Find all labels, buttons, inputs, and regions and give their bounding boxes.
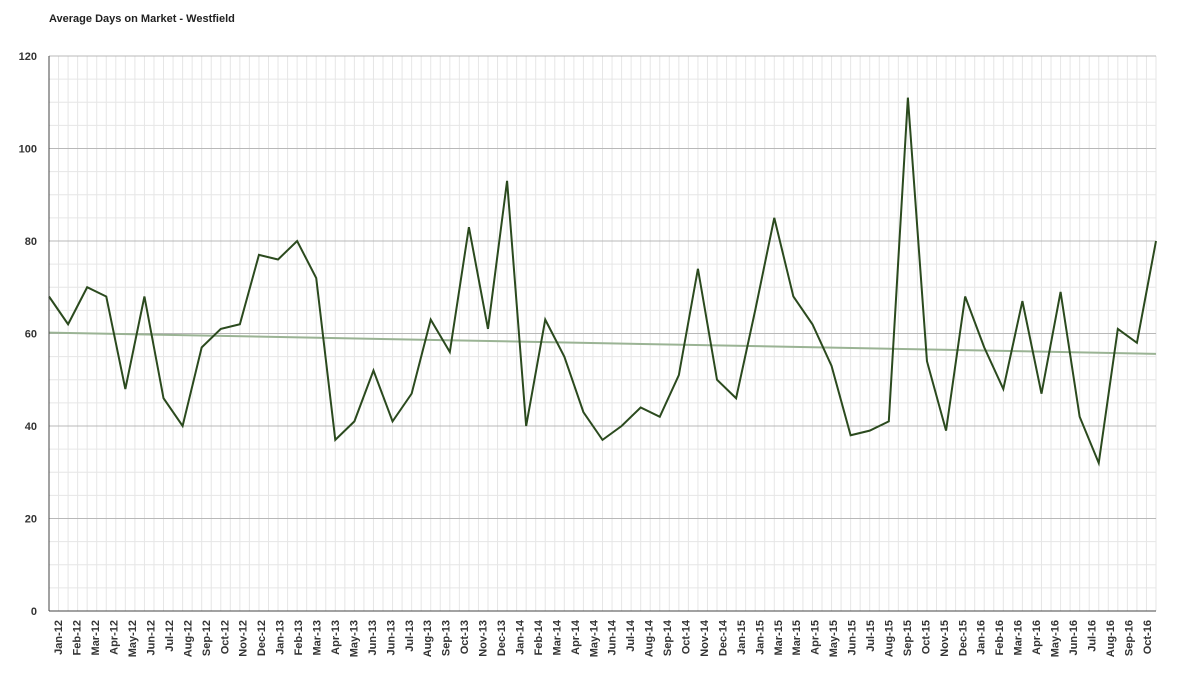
y-tick-label: 40	[25, 421, 37, 433]
x-tick-label: Dec-13	[496, 620, 508, 656]
y-tick-label: 80	[25, 236, 37, 248]
x-tick-label: Jan-12	[53, 620, 65, 655]
trendline-line	[48, 331, 1157, 355]
x-tick-label: Mar-15	[773, 620, 785, 655]
x-tick-label: Nov-15	[939, 620, 951, 657]
x-tick-label: Feb-12	[72, 620, 84, 655]
x-tick-label: Aug-16	[1105, 620, 1117, 657]
x-tick-label: Aug-14	[644, 619, 656, 657]
x-tick-label: Apr-15	[810, 620, 822, 655]
x-tick-label: Jan-16	[976, 620, 988, 655]
x-tick-label: Oct-15	[920, 620, 932, 654]
y-tick-label: 0	[31, 606, 37, 618]
trendline	[48, 331, 1157, 355]
x-tick-label: Mar-15	[791, 620, 803, 655]
x-tick-label: Sep-13	[441, 620, 453, 656]
x-tick-label: Jun-12	[145, 620, 157, 655]
x-tick-label: Sep-14	[662, 619, 674, 656]
axes	[48, 56, 1156, 612]
x-tick-label: Oct-14	[681, 619, 693, 654]
y-tick-label: 120	[19, 51, 37, 63]
series-lines	[48, 97, 1157, 467]
x-tick-label: Jan-13	[275, 620, 287, 655]
x-tick-label: Jun-14	[607, 619, 619, 655]
x-tick-label: May-16	[1050, 620, 1062, 657]
x-tick-label: Jul-13	[404, 620, 416, 652]
x-tick-label: Jan-14	[514, 619, 526, 655]
x-tick-label: Aug-12	[182, 620, 194, 657]
x-tick-label: Nov-13	[478, 620, 490, 657]
x-tick-label: Jul-16	[1086, 620, 1098, 652]
x-tick-label: Mar-14	[551, 619, 563, 655]
x-tick-label: Jun-16	[1068, 620, 1080, 655]
x-tick-label: Apr-14	[570, 619, 582, 655]
x-tick-label: Jun-13	[367, 620, 379, 655]
x-tick-label: Mar-16	[1013, 620, 1025, 655]
x-tick-label: Jan-15	[736, 620, 748, 655]
x-tick-label: Jul-14	[625, 619, 637, 652]
x-tick-label: Apr-12	[109, 620, 121, 655]
x-tick-label: May-15	[828, 620, 840, 657]
y-axis-ticks: 0 20 40 60 80 100 120	[19, 51, 37, 618]
x-tick-label: Nov-14	[699, 619, 711, 657]
x-tick-label: Feb-13	[293, 620, 305, 655]
x-tick-label: Sep-15	[902, 620, 914, 656]
y-tick-label: 60	[25, 329, 37, 341]
y-tick-label: 20	[25, 514, 37, 526]
x-tick-label: Oct-16	[1142, 620, 1154, 654]
x-tick-label: Apr-16	[1031, 620, 1043, 655]
x-tick-label: Feb-16	[994, 620, 1006, 655]
major-gridlines	[49, 55, 1156, 612]
x-tick-label: Oct-12	[219, 620, 231, 654]
x-tick-label: Nov-12	[238, 620, 250, 657]
x-tick-label: May-14	[588, 619, 600, 657]
x-tick-label: Jul-12	[164, 620, 176, 652]
x-tick-label: Aug-13	[422, 620, 434, 657]
x-tick-label: Apr-13	[330, 620, 342, 655]
x-axis-ticks: Jan-12 Feb-12 Mar-12 Apr-12 May-12 Jun-12 Jul-…	[53, 619, 1154, 657]
x-tick-label: Jan-15	[754, 620, 766, 655]
x-tick-label: Feb-14	[533, 619, 545, 655]
x-tick-label: May-13	[348, 620, 360, 657]
x-tick-label: Mar-13	[312, 620, 324, 655]
x-tick-label: Sep-16	[1123, 620, 1135, 656]
x-tick-label: Dec-14	[717, 619, 729, 656]
x-tick-label: May-12	[127, 620, 139, 657]
x-tick-label: Mar-12	[90, 620, 102, 655]
series-line	[48, 97, 1157, 467]
x-tick-label: Oct-13	[459, 620, 471, 654]
x-tick-label: Jun-13	[385, 620, 397, 655]
x-tick-label: Jul-15	[865, 620, 877, 652]
x-tick-label: Sep-12	[201, 620, 213, 656]
x-tick-label: Dec-12	[256, 620, 268, 656]
x-tick-label: Aug-15	[883, 620, 895, 657]
chart-title: Average Days on Market - Westfield	[49, 13, 235, 25]
y-tick-label: 100	[19, 144, 37, 156]
x-tick-label: Jun-15	[847, 620, 859, 655]
x-tick-label: Dec-15	[957, 620, 969, 656]
